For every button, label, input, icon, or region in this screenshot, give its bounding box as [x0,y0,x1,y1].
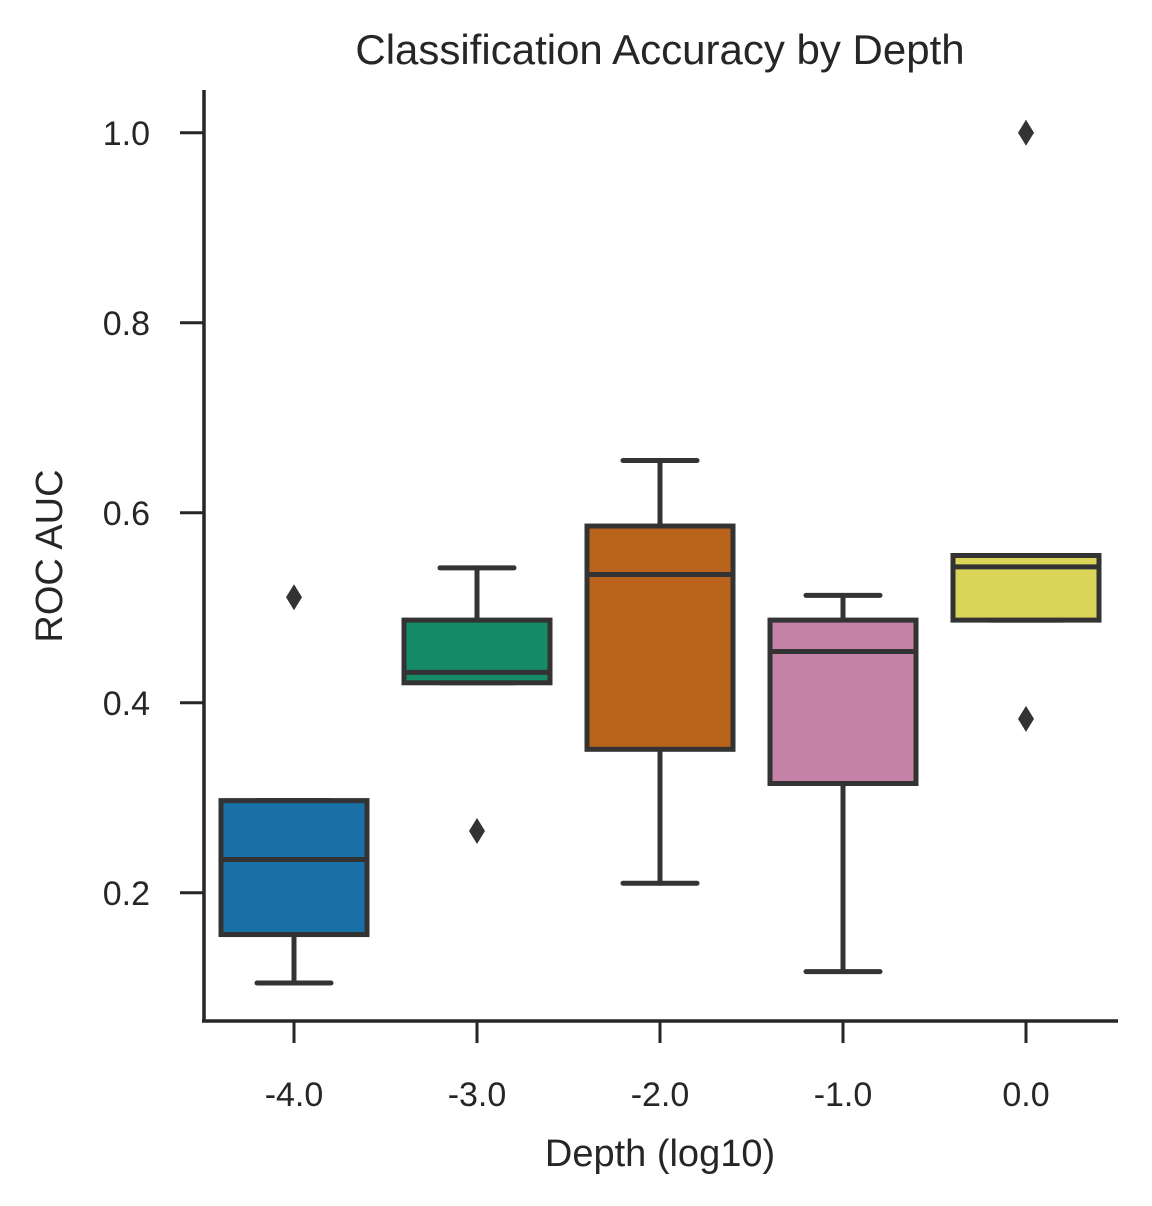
boxes-layer [218,119,1102,986]
outlier-marker [1018,119,1034,146]
box-body [767,617,919,786]
y-tick-label: 1.0 [103,115,150,153]
y-axis-ticks: 0.2 0.4 0.6 0.8 1.0 [103,115,204,913]
box-group [218,584,370,986]
box-group [401,565,553,844]
x-tick-label: 0.0 [1002,1076,1049,1114]
x-tick-label: -3.0 [448,1076,507,1114]
y-tick-label: 0.4 [103,685,150,723]
box-body [584,523,736,752]
x-tick-label: -2.0 [631,1076,690,1114]
y-tick-label: 0.2 [103,875,150,913]
x-axis-ticks: -4.0 -3.0 -2.0 -1.0 0.0 [265,1021,1050,1114]
y-tick-label: 0.6 [103,495,150,533]
box-group [767,592,919,975]
x-tick-label: -1.0 [814,1076,873,1114]
y-axis-label: ROC AUC [29,469,71,642]
x-axis-label: Depth (log10) [545,1133,775,1175]
outlier-marker [1018,705,1034,732]
box-group [950,119,1102,732]
y-tick-label: 0.8 [103,305,150,343]
box-body [218,798,370,938]
box-group [584,458,736,886]
outlier-marker [286,584,302,611]
chart-title: Classification Accuracy by Depth [355,26,964,73]
outlier-marker [469,818,485,844]
x-tick-label: -4.0 [265,1076,324,1114]
